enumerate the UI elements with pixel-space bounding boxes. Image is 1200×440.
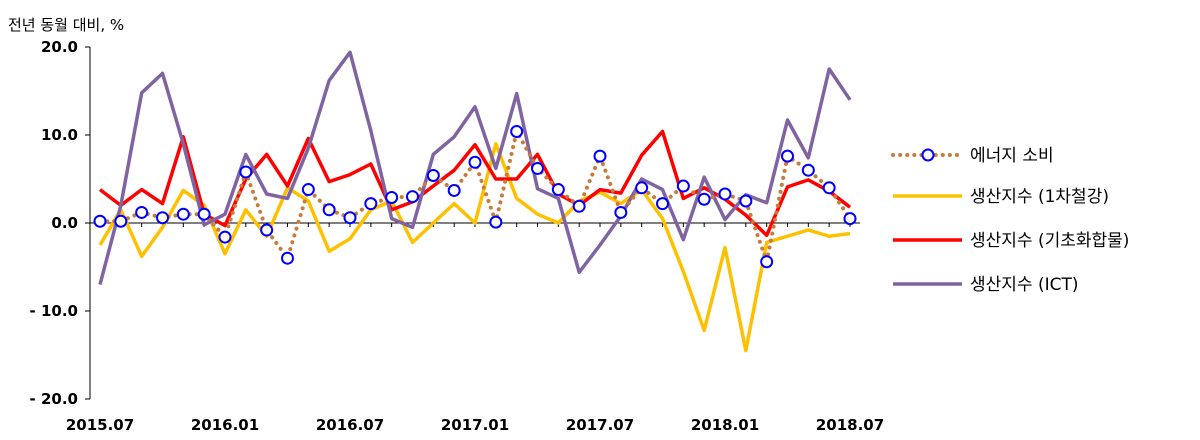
series-layer bbox=[93, 50, 857, 353]
data-point-energy bbox=[156, 211, 169, 225]
y-tick-label: - 20.0 bbox=[30, 390, 78, 408]
data-point-energy bbox=[676, 179, 690, 193]
x-tick-label: 2018.01 bbox=[691, 416, 759, 434]
legend-label: 생산지수 (ICT) bbox=[970, 275, 1079, 295]
legend-label: 생산지수 (기초화합물) bbox=[970, 231, 1129, 251]
series-line-steel bbox=[98, 142, 851, 353]
data-point-energy bbox=[843, 212, 857, 226]
data-point-energy bbox=[385, 190, 399, 204]
data-point-energy bbox=[322, 203, 336, 217]
data-point-energy bbox=[281, 251, 294, 265]
data-point-energy bbox=[656, 197, 669, 211]
axes: 20.0 10.0 0.0 - 10.0 - 20.0 2015.07 2016.01 201… bbox=[30, 38, 885, 434]
y-tick-label: 10.0 bbox=[41, 126, 78, 144]
data-point-energy bbox=[218, 230, 232, 244]
data-point-energy bbox=[781, 149, 794, 163]
data-point-energy bbox=[426, 168, 440, 182]
data-point-energy bbox=[718, 187, 732, 201]
data-point-energy bbox=[343, 211, 357, 225]
x-tick-label: 2017.01 bbox=[441, 416, 509, 434]
data-point-energy bbox=[760, 255, 774, 269]
data-point-energy bbox=[801, 163, 815, 177]
series-line-energy bbox=[98, 129, 852, 264]
data-point-energy bbox=[510, 124, 524, 138]
data-point-energy bbox=[197, 207, 211, 221]
data-point-energy bbox=[739, 194, 753, 208]
y-axis-label: 전년 동월 대비, % bbox=[8, 16, 124, 34]
data-point-energy bbox=[593, 149, 607, 163]
data-point-energy bbox=[697, 192, 711, 206]
y-tick-label: 0.0 bbox=[51, 214, 78, 232]
data-point-energy bbox=[531, 161, 544, 175]
x-tick-label: 2016.01 bbox=[191, 416, 259, 434]
data-point-energy bbox=[239, 165, 253, 179]
x-tick-label: 2016.07 bbox=[316, 416, 384, 434]
x-tick-label: 2017.07 bbox=[566, 416, 634, 434]
data-point-energy bbox=[135, 205, 149, 219]
x-tick-label: 2018.07 bbox=[816, 416, 884, 434]
data-point-energy bbox=[406, 190, 419, 204]
data-point-energy bbox=[93, 214, 107, 228]
data-point-energy bbox=[572, 199, 586, 213]
legend-marker-energy bbox=[921, 148, 935, 162]
data-point-energy bbox=[114, 214, 128, 228]
x-tick-label: 2015.07 bbox=[66, 416, 134, 434]
data-point-energy bbox=[176, 207, 190, 221]
legend-label: 에너지 소비 bbox=[970, 146, 1054, 166]
data-point-energy bbox=[447, 183, 461, 197]
data-point-energy bbox=[364, 197, 378, 211]
y-tick-label: 20.0 bbox=[41, 38, 78, 56]
data-point-energy bbox=[822, 181, 836, 195]
data-point-energy bbox=[635, 181, 649, 195]
series-line-ict bbox=[98, 50, 852, 286]
legend-label: 생산지수 (1차철강) bbox=[970, 187, 1109, 207]
y-tick-label: - 10.0 bbox=[30, 302, 78, 320]
data-point-energy bbox=[614, 205, 628, 219]
data-point-energy bbox=[260, 223, 274, 237]
data-point-energy bbox=[468, 155, 482, 169]
data-point-energy bbox=[489, 215, 503, 229]
data-point-energy bbox=[301, 183, 315, 197]
data-point-energy bbox=[551, 183, 565, 197]
